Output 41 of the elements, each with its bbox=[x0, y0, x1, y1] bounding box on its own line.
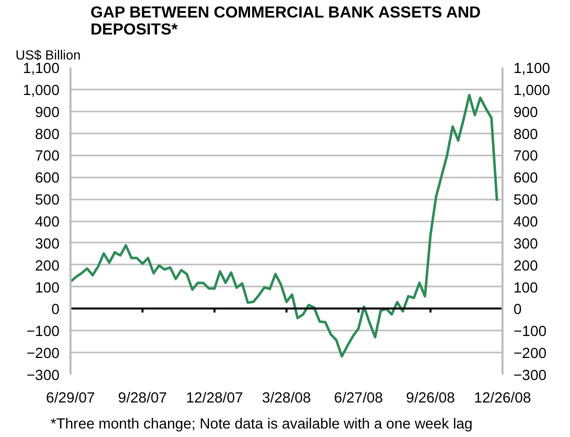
y2-tick-label: 200 bbox=[514, 258, 538, 274]
y-axis-title: US$ Billion bbox=[16, 48, 81, 62]
y-tick-label: −200 bbox=[26, 346, 60, 362]
y2-tick-label: 500 bbox=[514, 192, 538, 209]
y-tick-label: 300 bbox=[35, 236, 60, 252]
y-tick-label: 900 bbox=[35, 104, 60, 121]
y-tick-label: 200 bbox=[35, 258, 60, 274]
y2-tick-label: 800 bbox=[514, 126, 538, 143]
y2-tick-label: −300 bbox=[514, 368, 547, 384]
y-tick-label: 600 bbox=[35, 170, 60, 187]
y-tick-label: −300 bbox=[26, 368, 60, 384]
x-tick-label: 6/29/07 bbox=[46, 390, 95, 406]
y2-tick-label: 1,100 bbox=[514, 61, 550, 77]
y2-tick-label: 300 bbox=[514, 236, 538, 252]
x-tick-label: 9/26/08 bbox=[406, 390, 455, 406]
line-series bbox=[70, 94, 498, 358]
y2-tick-label: −200 bbox=[514, 346, 547, 362]
y2-tick-label: 400 bbox=[514, 214, 538, 230]
y-tick-label: 800 bbox=[35, 126, 60, 143]
y-tick-label: 500 bbox=[35, 192, 60, 209]
y2-tick-label: 700 bbox=[514, 148, 538, 165]
x-tick-label: 12/26/08 bbox=[474, 390, 532, 406]
y-tick-label: 0 bbox=[51, 302, 60, 318]
y2-tick-label: 600 bbox=[514, 170, 538, 187]
y2-tick-label: −100 bbox=[514, 324, 547, 340]
y-tick-label: −100 bbox=[26, 324, 60, 340]
x-tick-label: 9/28/07 bbox=[118, 390, 167, 406]
text: *Three month change; Note data is available with a one week lag bbox=[50, 416, 473, 432]
y-tick-label: 100 bbox=[35, 280, 60, 296]
y2-tick-label: 0 bbox=[514, 302, 522, 318]
y2-tick-label: 100 bbox=[514, 280, 538, 296]
y2-tick-label: 1,000 bbox=[514, 82, 550, 99]
y-tick-label: 1,100 bbox=[22, 61, 60, 77]
y-tick-label: 400 bbox=[35, 214, 60, 230]
x-tick-label: 6/27/08 bbox=[334, 390, 383, 406]
x-tick-label: 3/28/08 bbox=[262, 390, 311, 406]
x-tick-label: 12/28/07 bbox=[186, 390, 244, 406]
y2-tick-label: 900 bbox=[514, 104, 538, 121]
y-tick-label: 1,000 bbox=[22, 82, 60, 99]
y-tick-label: 700 bbox=[35, 148, 60, 165]
chart-title: GAP BETWEEN COMMERCIAL BANK ASSETS AND DEPOSITS* bbox=[90, 4, 481, 38]
